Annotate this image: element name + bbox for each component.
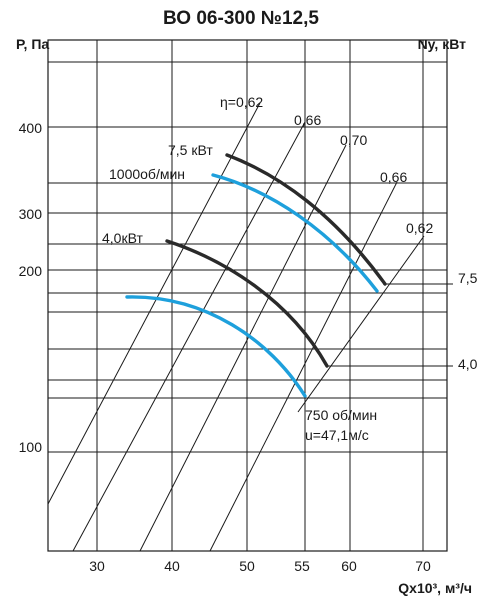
efficiency-lines: η=0,62 0,66 0,70 0,66 0,62 [47, 94, 433, 552]
label-power-4-0kw: 4,0кВт [102, 230, 143, 246]
right-axis-title: Ny, кВт [418, 36, 467, 52]
x-axis-title: Qx10³, м³/ч [398, 580, 472, 596]
grid [47, 39, 448, 552]
y-tick-100: 100 [19, 439, 43, 455]
label-speed-1000: 1000об/мин [109, 166, 185, 182]
y-tick-300: 300 [19, 206, 43, 222]
efficiency-label-066-left: 0,66 [294, 112, 321, 128]
x-tick-labels: 30 40 50 55 60 70 [89, 558, 431, 574]
efficiency-line-070 [139, 144, 347, 552]
y-tick-200: 200 [19, 263, 43, 279]
right-tick-4-0: 4,0 [458, 356, 478, 372]
efficiency-line-066-right [209, 181, 398, 552]
y-tick-400: 400 [19, 120, 43, 136]
y-tick-labels: 400 300 200 100 [19, 120, 43, 455]
efficiency-line-062-left [47, 102, 261, 505]
chart-title: ВО 06-300 №12,5 [163, 8, 319, 29]
label-tip-speed: u=47,1м/с [305, 427, 369, 443]
curve-labels: 7,5 кВт 1000об/мин 4,0кВт 750 об/мин u=4… [102, 142, 478, 443]
x-tick-70: 70 [415, 558, 431, 574]
efficiency-label-062-right: 0,62 [406, 220, 433, 236]
x-tick-50: 50 [239, 558, 255, 574]
performance-curves [125, 153, 387, 398]
efficiency-label-062-left: η=0,62 [220, 94, 263, 110]
curve-pressure-1000rpm [211, 173, 379, 293]
leader-lines [326, 283, 453, 367]
efficiency-label-066-right: 0,66 [380, 169, 407, 185]
right-tick-7-5: 7,5 [458, 270, 478, 286]
x-tick-60: 60 [341, 558, 357, 574]
curve-pressure-750rpm [125, 295, 307, 398]
label-power-7-5kw: 7,5 кВт [168, 142, 213, 158]
y-axis-title: P, Па [16, 36, 49, 52]
efficiency-line-066-left [72, 121, 306, 552]
efficiency-label-070: 0,70 [340, 132, 367, 148]
x-tick-40: 40 [164, 558, 180, 574]
x-tick-30: 30 [89, 558, 105, 574]
efficiency-line-062-right [297, 235, 425, 413]
x-tick-55: 55 [294, 558, 310, 574]
curve-power-4-0kw [165, 239, 329, 368]
chart-title-group: ВО 06-300 №12,5 [163, 8, 319, 29]
curve-power-7-5kw [225, 153, 387, 286]
label-speed-750: 750 об/мин [305, 407, 377, 423]
